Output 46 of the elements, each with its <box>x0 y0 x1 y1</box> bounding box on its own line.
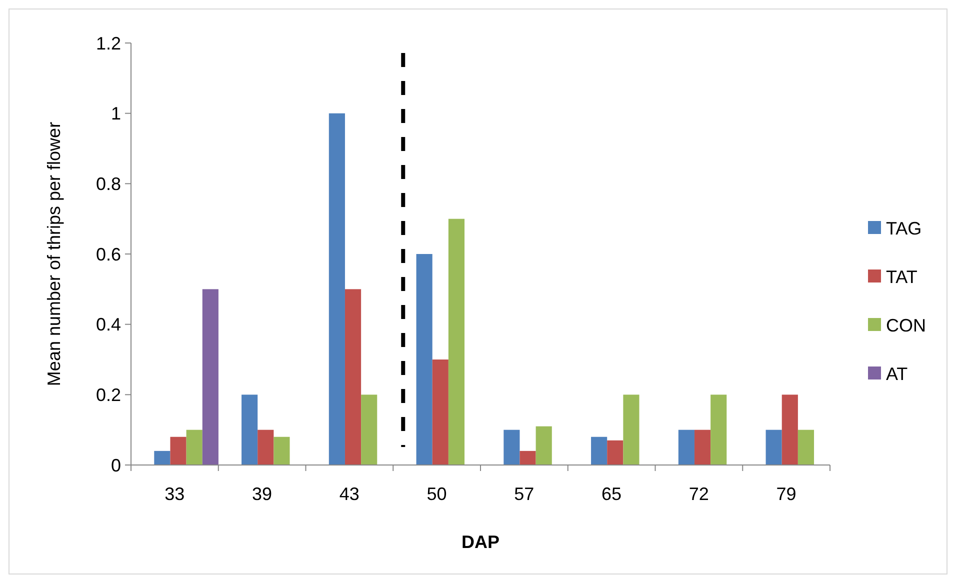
bar <box>432 360 448 465</box>
x-tick-label: 50 <box>426 484 447 504</box>
x-tick-label: 43 <box>339 484 360 504</box>
bar <box>448 218 465 465</box>
bar <box>202 289 218 465</box>
x-tick-label: 57 <box>514 484 534 504</box>
bar <box>328 113 345 465</box>
bar <box>361 394 378 465</box>
legend-label: CON <box>886 315 926 336</box>
bar <box>186 430 202 465</box>
bar <box>766 430 782 465</box>
bar <box>623 394 640 465</box>
x-axis-title: DAP <box>461 532 500 552</box>
y-tick-label: 1.2 <box>96 33 121 54</box>
bar <box>416 254 432 465</box>
legend-label: TAG <box>886 218 922 238</box>
y-tick-label: 0.4 <box>96 314 121 335</box>
x-tick-label: 39 <box>252 484 272 504</box>
bar <box>710 394 727 465</box>
legend-label: AT <box>886 364 908 384</box>
x-tick-label: 79 <box>776 484 796 504</box>
bar <box>694 430 711 465</box>
y-tick-label: 0.6 <box>96 244 121 264</box>
bar <box>536 426 552 465</box>
bar <box>170 436 186 465</box>
y-tick-label: 0.2 <box>96 384 121 405</box>
bar <box>520 450 536 465</box>
bar <box>678 430 694 465</box>
y-tick-label: 0.8 <box>96 174 121 194</box>
y-tick-label: 1 <box>110 104 121 124</box>
bar <box>274 436 290 465</box>
bar <box>782 394 798 465</box>
x-tick-label: 33 <box>164 484 185 504</box>
x-tick-label: 65 <box>602 484 622 504</box>
bar <box>242 394 258 465</box>
bar <box>798 430 814 465</box>
bar <box>504 430 520 465</box>
bar <box>258 430 274 465</box>
legend-label: TAT <box>886 266 918 287</box>
x-tick-label: 72 <box>688 484 709 504</box>
bar <box>344 289 362 465</box>
bar <box>154 450 170 465</box>
bar <box>591 436 608 465</box>
y-tick-label: 0 <box>110 455 121 476</box>
bar <box>607 440 624 465</box>
y-axis-title: Mean number of thrips per flower <box>44 122 64 386</box>
